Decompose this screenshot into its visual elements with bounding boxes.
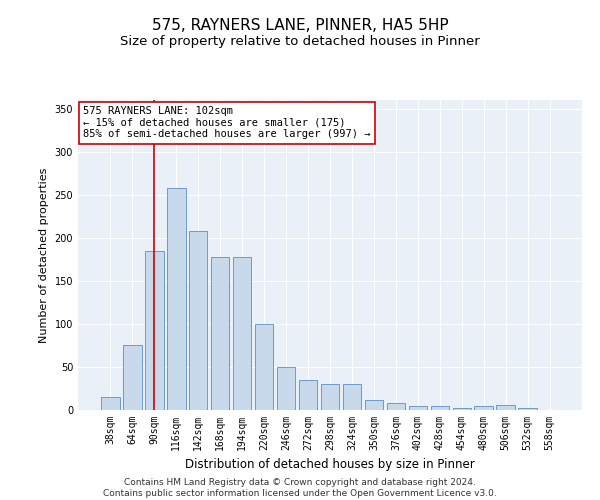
Bar xyxy=(386,403,405,410)
Bar xyxy=(518,408,537,410)
X-axis label: Distribution of detached houses by size in Pinner: Distribution of detached houses by size … xyxy=(185,458,475,471)
Bar xyxy=(343,384,361,410)
Bar xyxy=(255,324,274,410)
Text: 575, RAYNERS LANE, PINNER, HA5 5HP: 575, RAYNERS LANE, PINNER, HA5 5HP xyxy=(152,18,448,32)
Bar xyxy=(452,408,471,410)
Bar xyxy=(101,397,119,410)
Text: 575 RAYNERS LANE: 102sqm
← 15% of detached houses are smaller (175)
85% of semi-: 575 RAYNERS LANE: 102sqm ← 15% of detach… xyxy=(83,106,371,140)
Y-axis label: Number of detached properties: Number of detached properties xyxy=(39,168,49,342)
Text: Contains HM Land Registry data © Crown copyright and database right 2024.
Contai: Contains HM Land Registry data © Crown c… xyxy=(103,478,497,498)
Bar xyxy=(320,384,340,410)
Bar xyxy=(431,406,449,410)
Bar xyxy=(233,256,251,410)
Bar xyxy=(299,380,317,410)
Bar xyxy=(123,346,142,410)
Bar xyxy=(211,256,229,410)
Text: Size of property relative to detached houses in Pinner: Size of property relative to detached ho… xyxy=(120,35,480,48)
Bar xyxy=(496,405,515,410)
Bar xyxy=(277,367,295,410)
Bar xyxy=(409,406,427,410)
Bar xyxy=(475,406,493,410)
Bar xyxy=(189,231,208,410)
Bar xyxy=(145,250,164,410)
Bar xyxy=(167,188,185,410)
Bar xyxy=(365,400,383,410)
